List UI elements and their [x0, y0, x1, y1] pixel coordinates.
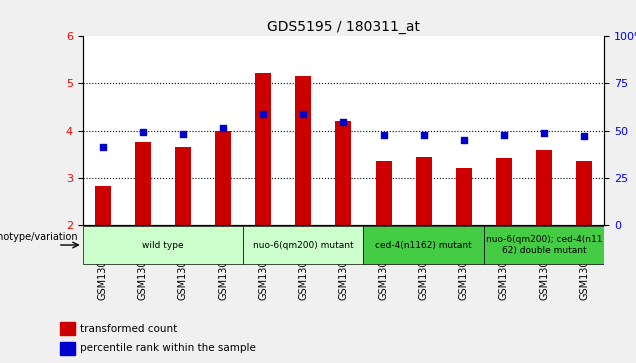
Point	[418, 132, 429, 138]
Bar	[335, 121, 352, 225]
Point	[499, 132, 509, 138]
FancyBboxPatch shape	[243, 226, 364, 264]
Bar	[536, 150, 552, 225]
Point	[178, 131, 188, 137]
Point	[218, 126, 228, 131]
Bar	[496, 158, 512, 225]
Point	[378, 132, 389, 138]
Bar	[456, 168, 472, 225]
FancyBboxPatch shape	[484, 226, 604, 264]
Point	[258, 111, 268, 117]
Point	[338, 119, 349, 125]
Text: ced-4(n1162) mutant: ced-4(n1162) mutant	[375, 241, 472, 249]
Point	[98, 144, 108, 150]
Bar	[95, 186, 111, 225]
Text: nuo-6(qm200) mutant: nuo-6(qm200) mutant	[253, 241, 354, 249]
Bar	[60, 342, 75, 355]
Text: percentile rank within the sample: percentile rank within the sample	[81, 343, 256, 354]
Text: genotype/variation: genotype/variation	[0, 232, 79, 242]
Bar	[375, 161, 392, 225]
Bar	[215, 131, 231, 225]
Title: GDS5195 / 180311_at: GDS5195 / 180311_at	[267, 20, 420, 34]
Bar	[576, 161, 592, 225]
FancyBboxPatch shape	[364, 226, 484, 264]
Text: wild type: wild type	[142, 241, 184, 249]
Point	[539, 130, 549, 136]
Text: transformed count: transformed count	[81, 324, 177, 334]
Bar	[175, 147, 191, 225]
Point	[138, 129, 148, 135]
Point	[298, 111, 308, 117]
Point	[579, 134, 589, 139]
Text: nuo-6(qm200); ced-4(n11
62) double mutant: nuo-6(qm200); ced-4(n11 62) double mutan…	[486, 235, 602, 255]
Bar	[255, 73, 271, 225]
Point	[459, 137, 469, 143]
Bar	[295, 76, 312, 225]
Bar	[135, 143, 151, 225]
Bar	[416, 157, 432, 225]
Bar	[60, 322, 75, 335]
FancyBboxPatch shape	[83, 226, 243, 264]
